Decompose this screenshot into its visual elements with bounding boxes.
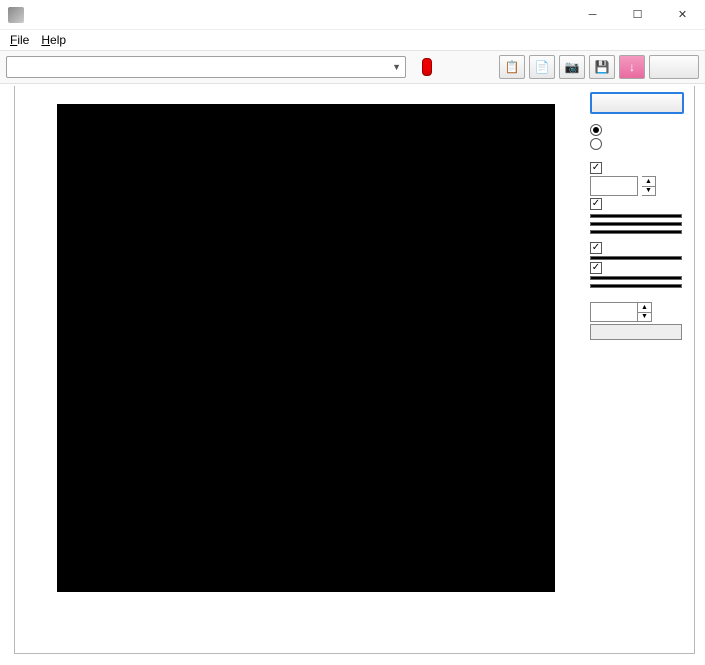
menubar: File Help bbox=[0, 30, 705, 50]
close-button[interactable]: ✕ bbox=[660, 0, 705, 30]
minimize-button[interactable]: ─ bbox=[570, 0, 615, 30]
access-value bbox=[590, 256, 682, 260]
exit-button[interactable] bbox=[649, 55, 699, 79]
read-radio[interactable] bbox=[590, 124, 688, 136]
transfer-rate-checkbox[interactable] bbox=[590, 198, 688, 210]
menu-help[interactable]: Help bbox=[35, 31, 72, 49]
short-stroke-input[interactable] bbox=[590, 176, 638, 196]
short-stroke-spinner[interactable]: ▲▼ bbox=[642, 176, 656, 196]
y-left-ticks bbox=[21, 104, 55, 592]
chart bbox=[21, 92, 579, 632]
maximize-button[interactable]: ☐ bbox=[615, 0, 660, 30]
minimum-value bbox=[590, 214, 682, 218]
passes-input[interactable] bbox=[590, 302, 638, 322]
toolbar: ▼ 📋 📄 📷 💾 ↓ bbox=[0, 50, 705, 84]
drive-select[interactable]: ▼ bbox=[6, 56, 406, 78]
tab-content: ▲▼ ▲▼ bbox=[14, 86, 695, 654]
burst-value bbox=[590, 276, 682, 280]
plot-area bbox=[57, 104, 555, 592]
menu-file[interactable]: File bbox=[4, 31, 35, 49]
write-radio[interactable] bbox=[590, 138, 688, 150]
passes-progress bbox=[590, 324, 682, 340]
access-time-checkbox[interactable] bbox=[590, 242, 688, 254]
chevron-down-icon: ▼ bbox=[392, 62, 401, 72]
maximum-value bbox=[590, 222, 682, 226]
app-icon bbox=[8, 7, 24, 23]
side-panel: ▲▼ ▲▼ bbox=[590, 92, 688, 340]
temperature bbox=[422, 58, 436, 76]
options-button[interactable]: ↓ bbox=[619, 55, 645, 79]
copy-screenshot-button[interactable]: 📄 bbox=[529, 55, 555, 79]
start-button[interactable] bbox=[590, 92, 684, 114]
save-button[interactable]: 💾 bbox=[589, 55, 615, 79]
titlebar: ─ ☐ ✕ bbox=[0, 0, 705, 30]
burst-rate-checkbox[interactable] bbox=[590, 262, 688, 274]
thermometer-icon bbox=[422, 58, 432, 76]
x-ticks bbox=[57, 594, 555, 608]
copy-info-button[interactable]: 📋 bbox=[499, 55, 525, 79]
screenshot-button[interactable]: 📷 bbox=[559, 55, 585, 79]
short-stroke-checkbox[interactable] bbox=[590, 162, 688, 174]
passes-spinner[interactable]: ▲▼ bbox=[638, 302, 652, 322]
